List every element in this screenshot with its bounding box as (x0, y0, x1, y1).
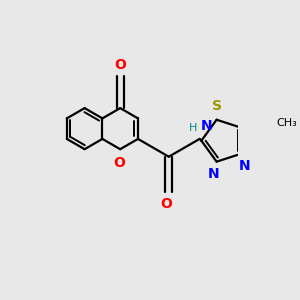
Text: S: S (212, 99, 222, 113)
Text: O: O (113, 156, 125, 170)
Text: CH₃: CH₃ (277, 118, 298, 128)
Text: N: N (200, 118, 212, 133)
Text: H: H (188, 122, 197, 133)
Text: O: O (114, 58, 126, 72)
Text: O: O (160, 196, 172, 211)
Text: N: N (208, 167, 220, 181)
Text: N: N (238, 159, 250, 172)
